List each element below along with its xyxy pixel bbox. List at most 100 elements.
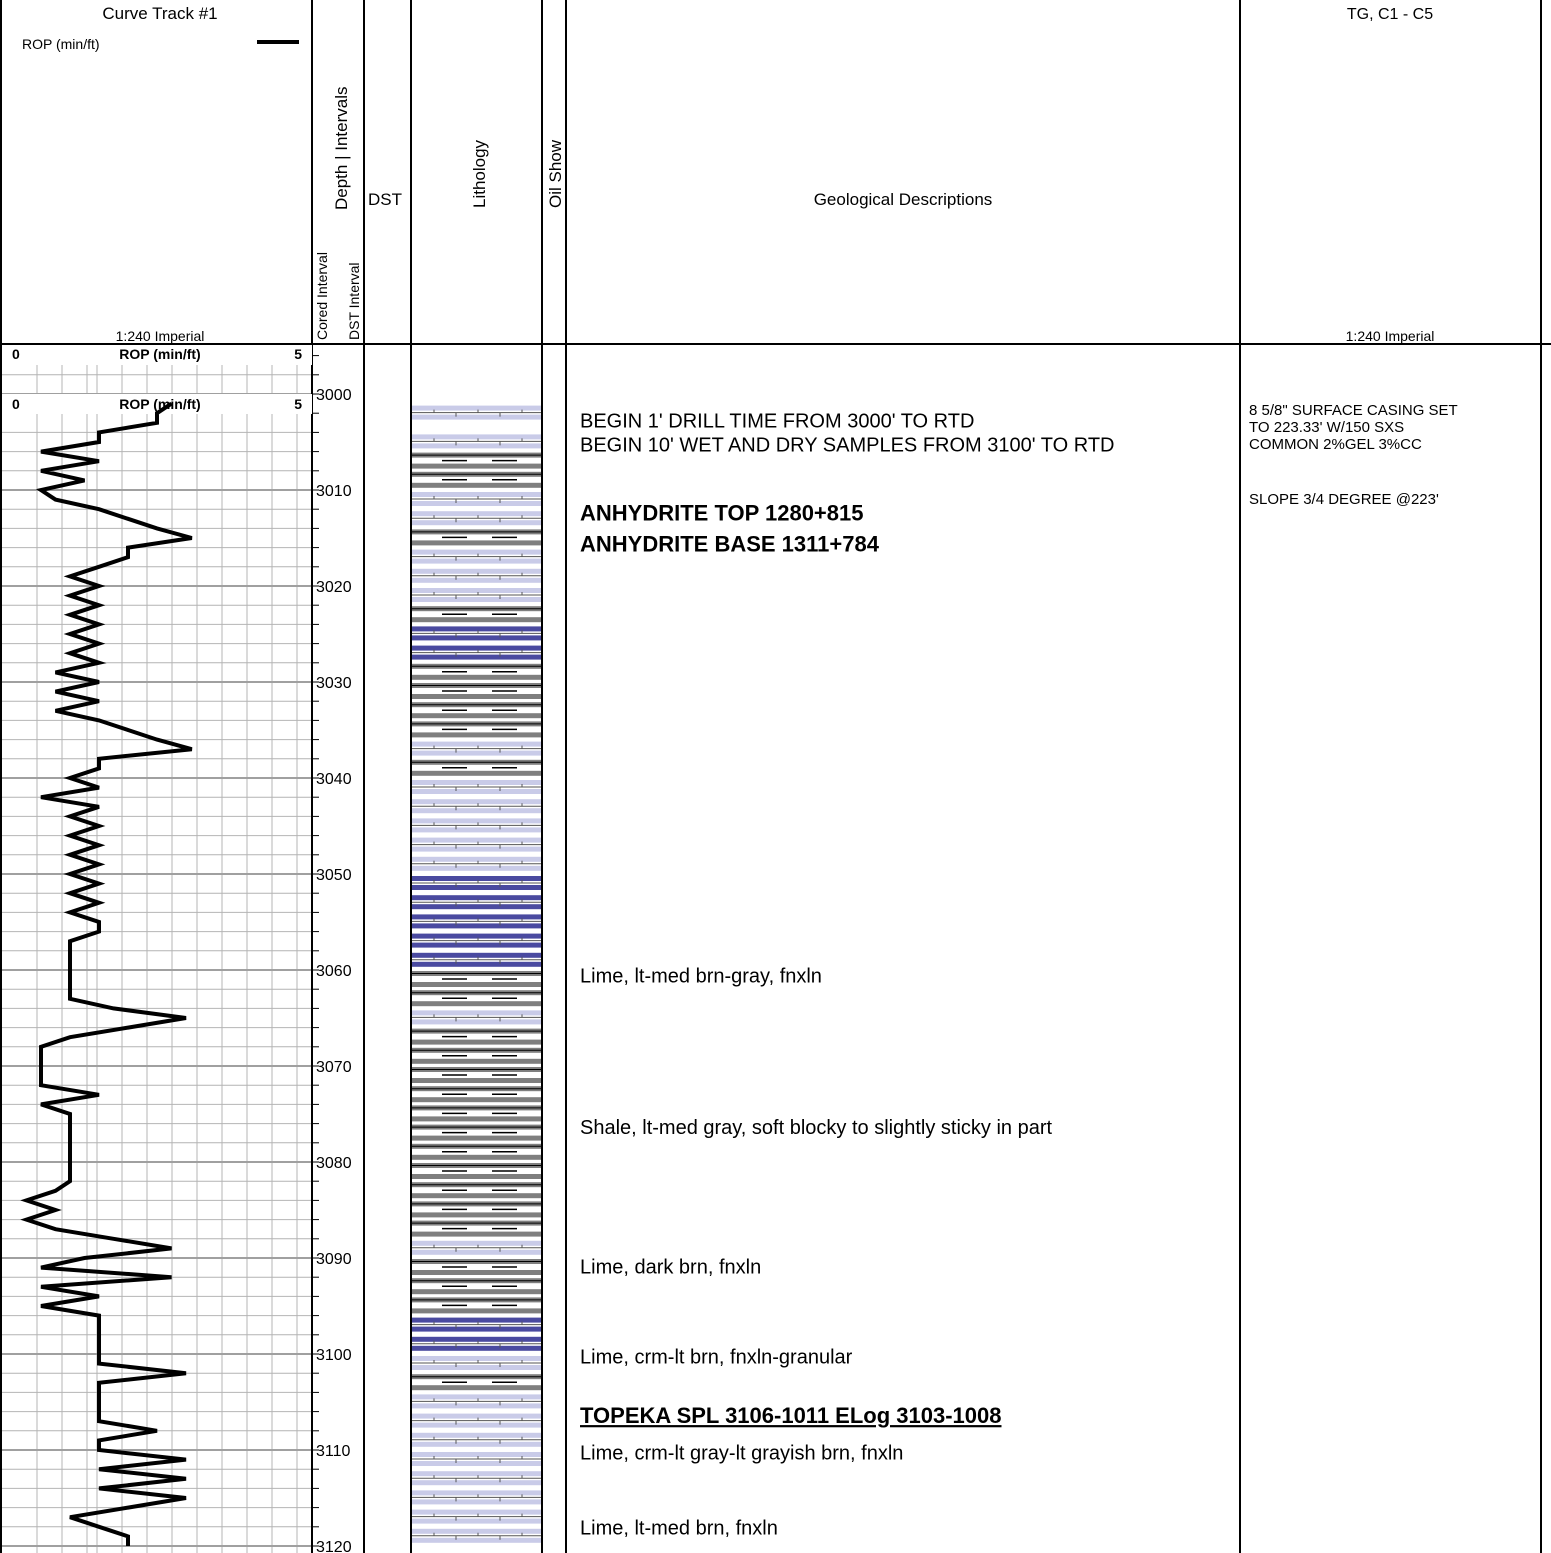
scale-label: ROP (min/ft) (119, 346, 200, 362)
depth-label: 3000 (316, 387, 352, 404)
lithology-bed-lime-light (412, 1411, 541, 1431)
description-line: Lime, crm-lt gray-lt grayish brn, fnxln (580, 1443, 903, 1465)
lithology-bed-shale (412, 1046, 541, 1066)
lithology-bed-lime-light (412, 1354, 541, 1374)
rop-legend-label: ROP (min/ft) (22, 36, 100, 52)
lithology-bed-shale (412, 1219, 541, 1239)
depth-label: 3070 (316, 1059, 352, 1076)
lithology-bed-lime-dark (412, 624, 541, 644)
depth-labels: 3000 3010 3020 3030 3040 3050 3060 3070 3080 3090… (316, 387, 352, 1553)
curve-track-title: Curve Track #1 (102, 4, 217, 23)
description-line: TOPEKA SPL 3106-1011 ELog 3103-1008 (580, 1403, 1002, 1428)
lithology-bed-lime-dark (412, 912, 541, 932)
depth-label: 3100 (316, 1347, 352, 1364)
lithology-bed-lime-dark (412, 950, 541, 970)
lithology-bed-shale (412, 528, 541, 548)
lithology-bed-lime-light (412, 1430, 541, 1450)
lithology-bed-shale (412, 1104, 541, 1124)
geo-desc-label: Geological Descriptions (814, 190, 993, 209)
scale-label: ROP (min/ft) (119, 396, 200, 412)
lithology-bed-lime-light (412, 816, 541, 836)
description-line: BEGIN 1' DRILL TIME FROM 3000' TO RTD (580, 411, 974, 433)
gas-track-title: TG, C1 - C5 (1347, 6, 1433, 23)
geological-descriptions: BEGIN 1' DRILL TIME FROM 3000' TO RTDBEG… (580, 411, 1114, 1540)
description-line: Lime, dark brn, fnxln (580, 1256, 761, 1278)
depth-label: 3120 (316, 1539, 352, 1553)
lithology-bed-shale (412, 1373, 541, 1393)
lithology-bed-lime-light (412, 509, 541, 529)
lithology-bed-lime-light (412, 566, 541, 586)
lithology-bed-lime-light (412, 778, 541, 798)
lithology-bed-lime-light (412, 797, 541, 817)
description-line: BEGIN 10' WET AND DRY SAMPLES FROM 3100'… (580, 435, 1114, 457)
description-line: Lime, lt-med brn-gray, fnxln (580, 965, 822, 987)
description-line: Lime, crm-lt brn, fnxln-granular (580, 1347, 853, 1369)
dst-interval-label: DST Interval (346, 262, 362, 340)
gas-scale: 1:240 Imperial (1346, 328, 1435, 344)
lithology-bed-lime-light (412, 1238, 541, 1258)
lithology-bed-lime-light (412, 1392, 541, 1412)
lithology-bed-lime-light (412, 854, 541, 874)
lithology-bed-lime-dark (412, 874, 541, 894)
depth-label: 3050 (316, 867, 352, 884)
lithology-bed-lime-light (412, 547, 541, 567)
description-line: Shale, lt-med gray, soft blocky to sligh… (580, 1117, 1052, 1139)
lithology-bed-shale (412, 1296, 541, 1316)
lithology-bed-shale (412, 1123, 541, 1143)
lithology-bed-lime-light (412, 1469, 541, 1489)
description-line: Lime, lt-med brn, fnxln (580, 1517, 778, 1539)
lithology-bed-shale (412, 1085, 541, 1105)
lithology-bed-lime-light (412, 739, 541, 759)
lithology-bed-shale (412, 1258, 541, 1278)
lithology-bed-lime-light (412, 1488, 541, 1508)
lithology-bed-shale (412, 1142, 541, 1162)
lithology-bed-shale (412, 1027, 541, 1047)
scale-min: 0 (12, 396, 20, 412)
depth-label: 3090 (316, 1251, 352, 1268)
lithology-bed-shale (412, 451, 541, 471)
description-line: ANHYDRITE BASE 1311+784 (580, 532, 880, 557)
gas-note-line: COMMON 2%GEL 3%CC (1249, 436, 1422, 453)
lithology-bed-lime-light (412, 1526, 541, 1546)
gas-note-line: 8 5/8" SURFACE CASING SET (1249, 402, 1458, 419)
depth-intervals-label: Depth | Intervals (332, 87, 351, 210)
dst-label: DST (368, 190, 402, 209)
depth-label: 3040 (316, 771, 352, 788)
lithology-bed-shale (412, 989, 541, 1009)
oil-show-label: Oil Show (546, 139, 565, 208)
curve-scale-row: 0 ROP (min/ft) 5 (2, 394, 312, 414)
cored-interval-label: Cored Interval (314, 252, 330, 340)
lithology-bed-lime-light (412, 403, 541, 433)
lithology-bed-shale (412, 758, 541, 778)
lithology-bed-lime-light (412, 586, 541, 606)
lithology-bed-shale (412, 720, 541, 740)
lithology-bed-shale (412, 1181, 541, 1201)
lithology-bed-shale (412, 1066, 541, 1086)
lithology-bed-lime-light (412, 1507, 541, 1527)
lithology-bed-shale (412, 470, 541, 490)
lithology-bed-lime-light (412, 490, 541, 510)
curve-scale-row: 0 ROP (min/ft) 5 (2, 345, 312, 365)
scale-max: 5 (294, 346, 302, 362)
lithology-bed-shale (412, 605, 541, 625)
rop-curve (20, 401, 193, 1546)
lithology-bed-shale (412, 662, 541, 682)
lithology-bed-shale (412, 1277, 541, 1297)
scale-max: 5 (294, 396, 302, 412)
lithology-bed-lime-light (412, 432, 541, 452)
lithology-label: Lithology (470, 139, 489, 208)
lithology-bed-lime-light (412, 1008, 541, 1028)
depth-label: 3110 (316, 1443, 351, 1460)
description-line: ANHYDRITE TOP 1280+815 (580, 501, 864, 526)
lithology-bed-lime-light (412, 835, 541, 855)
lithology-bed-lime-dark (412, 1315, 541, 1335)
depth-label: 3080 (316, 1155, 352, 1172)
lithology-bed-lime-dark (412, 1334, 541, 1354)
depth-label: 3060 (316, 963, 352, 980)
lithology-bed-lime-dark (412, 893, 541, 913)
gas-note-line: TO 223.33' W/150 SXS (1249, 419, 1404, 436)
